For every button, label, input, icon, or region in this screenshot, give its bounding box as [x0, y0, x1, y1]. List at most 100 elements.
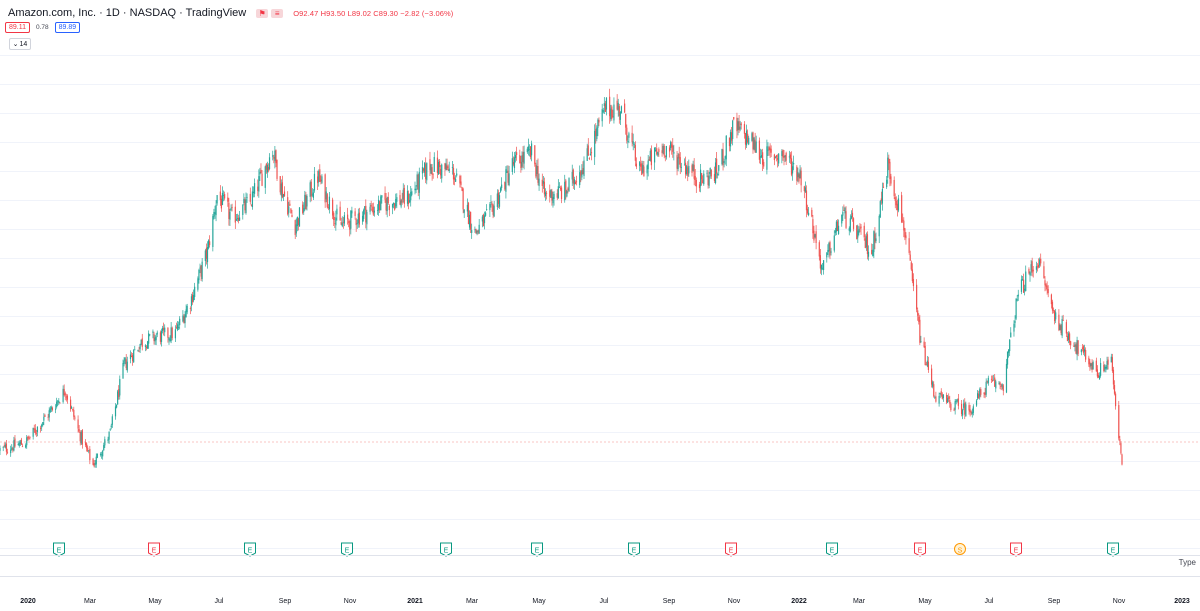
candle — [821, 262, 824, 271]
candle-body — [1020, 279, 1023, 292]
candle — [1001, 383, 1003, 390]
candle-body — [1060, 325, 1062, 333]
candle-body — [596, 127, 598, 140]
candle — [605, 97, 608, 116]
candle — [73, 406, 75, 420]
time-axis-label: May — [148, 598, 162, 605]
candle — [1014, 315, 1016, 328]
candle-body — [1095, 360, 1097, 372]
flag-icon[interactable]: ⚑ — [256, 8, 269, 18]
symbol-title[interactable]: Amazon.com, Inc. · 1D · NASDAQ · Trading… — [8, 7, 247, 19]
earnings-event-badge[interactable]: E — [826, 542, 838, 557]
candle-body — [257, 186, 259, 191]
candle — [566, 189, 568, 198]
candle — [36, 426, 39, 437]
candle-body — [312, 192, 314, 198]
candle — [945, 392, 948, 405]
candle — [483, 211, 486, 230]
split-event-badge[interactable]: S — [954, 543, 966, 555]
candle-body — [490, 201, 492, 203]
candle-body — [837, 225, 840, 235]
candle — [440, 165, 442, 179]
candle — [955, 398, 957, 405]
candle — [238, 210, 241, 222]
candle-body — [327, 207, 329, 208]
candle — [349, 219, 351, 237]
candle — [676, 150, 678, 176]
candle — [843, 204, 845, 211]
candle — [793, 155, 795, 171]
candle — [33, 424, 35, 433]
candle — [400, 198, 402, 209]
candle-body — [1025, 271, 1027, 291]
candle-body — [918, 316, 920, 322]
buy-price-button[interactable]: 89.89 — [54, 22, 81, 33]
candle-body — [534, 145, 536, 165]
candle-body — [492, 204, 494, 215]
earnings-event-badge[interactable]: E — [341, 542, 353, 557]
earnings-event-badge[interactable]: E — [725, 542, 737, 557]
candle — [535, 162, 537, 179]
candle-body — [617, 102, 619, 110]
earnings-event-badge[interactable]: E — [148, 542, 160, 557]
candle-body — [1015, 298, 1017, 319]
candle-body — [415, 188, 417, 191]
candle-body — [212, 216, 214, 247]
candle — [111, 414, 113, 428]
candle-body — [980, 389, 982, 395]
candle — [549, 184, 551, 203]
candle-body — [1016, 299, 1018, 301]
indicators-toggle-button[interactable]: ⌄ 14 — [9, 38, 31, 50]
candle — [733, 116, 735, 121]
candle — [104, 436, 106, 449]
candle — [253, 178, 256, 198]
candle-body — [34, 428, 36, 434]
candle-body — [499, 187, 502, 192]
earnings-event-badge[interactable]: E — [914, 542, 926, 557]
candle-body — [616, 100, 618, 110]
candle — [20, 437, 22, 445]
sell-price-button[interactable]: 89.11 — [5, 22, 30, 33]
time-axis[interactable]: 2020 Mar May Jul Sep Nov 2021 Mar May Jul Sep Nov 20… — [20, 598, 1190, 605]
candle-body — [535, 164, 537, 177]
candle — [303, 202, 305, 215]
candle — [836, 219, 839, 232]
menu-icon[interactable]: ≡ — [271, 8, 284, 18]
earnings-event-badge[interactable]: E — [53, 542, 65, 557]
candle — [12, 446, 14, 453]
earnings-event-badge[interactable]: E — [628, 542, 640, 557]
candle — [581, 164, 583, 181]
candle — [107, 436, 109, 444]
candle-body — [880, 198, 882, 202]
candle-body — [987, 377, 989, 384]
candle — [1112, 366, 1115, 390]
candle-body — [1046, 285, 1048, 289]
candle-body — [446, 165, 448, 171]
candle-body — [865, 236, 867, 248]
earnings-event-badge[interactable]: E — [1107, 542, 1119, 557]
candle-body — [209, 241, 211, 246]
candle-body — [845, 211, 847, 228]
candle — [366, 209, 368, 231]
earnings-event-badge[interactable]: E — [440, 542, 452, 557]
earnings-event-badge[interactable]: E — [531, 542, 543, 557]
candle-body — [1098, 375, 1101, 380]
candle — [1054, 309, 1056, 325]
candle — [598, 117, 600, 127]
candle-body — [999, 382, 1001, 386]
candle — [646, 164, 648, 180]
candle-body — [722, 149, 724, 166]
candle-body — [1021, 279, 1024, 281]
candle-body — [238, 217, 241, 221]
candle-body — [351, 210, 353, 214]
candle — [336, 204, 338, 221]
earnings-event-badge[interactable]: E — [244, 542, 256, 557]
candle-body — [919, 319, 921, 343]
earnings-event-badge[interactable]: E — [1010, 542, 1022, 557]
candle — [448, 161, 450, 174]
candle-body — [96, 453, 98, 458]
candle — [879, 200, 881, 219]
candle-body — [2, 446, 4, 448]
candle-body — [451, 167, 454, 169]
